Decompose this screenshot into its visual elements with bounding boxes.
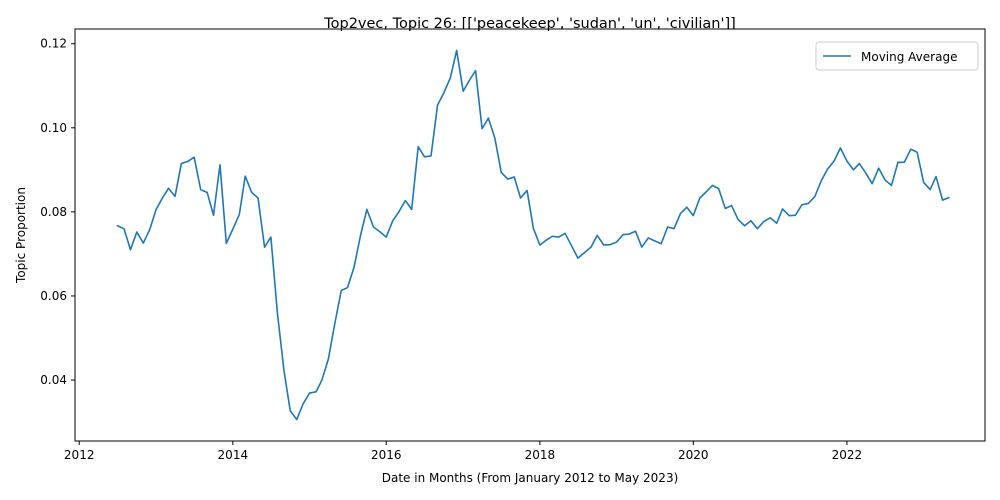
y-axis-label: Topic Proportion — [14, 187, 28, 284]
x-tick-label: 2016 — [371, 448, 402, 462]
legend-entry-label: Moving Average — [861, 50, 957, 64]
y-tick-label: 0.06 — [40, 289, 67, 303]
chart-title: Top2vec, Topic 26: [['peacekeep', 'sudan… — [323, 16, 736, 32]
plot-frame — [74, 28, 986, 442]
x-tick-label: 2018 — [525, 448, 556, 462]
legend: Moving Average — [815, 41, 979, 71]
x-axis: 2012 2014 2016 2018 2020 2022 — [64, 441, 862, 462]
plot-area — [116, 49, 950, 421]
y-axis: 0.04 0.06 0.08 0.10 0.12 — [40, 37, 75, 387]
legend-box — [815, 41, 979, 71]
y-tick-label: 0.04 — [40, 373, 67, 387]
x-tick-label: 2022 — [832, 448, 863, 462]
x-tick-label: 2020 — [678, 448, 709, 462]
x-tick-label: 2014 — [218, 448, 249, 462]
y-tick-label: 0.08 — [40, 205, 67, 219]
y-tick-label: 0.10 — [40, 121, 67, 135]
series-line-0 — [116, 49, 950, 421]
x-axis-label: Date in Months (From January 2012 to May… — [382, 471, 679, 485]
y-tick-label: 0.12 — [40, 37, 67, 51]
x-tick-label: 2012 — [64, 448, 95, 462]
